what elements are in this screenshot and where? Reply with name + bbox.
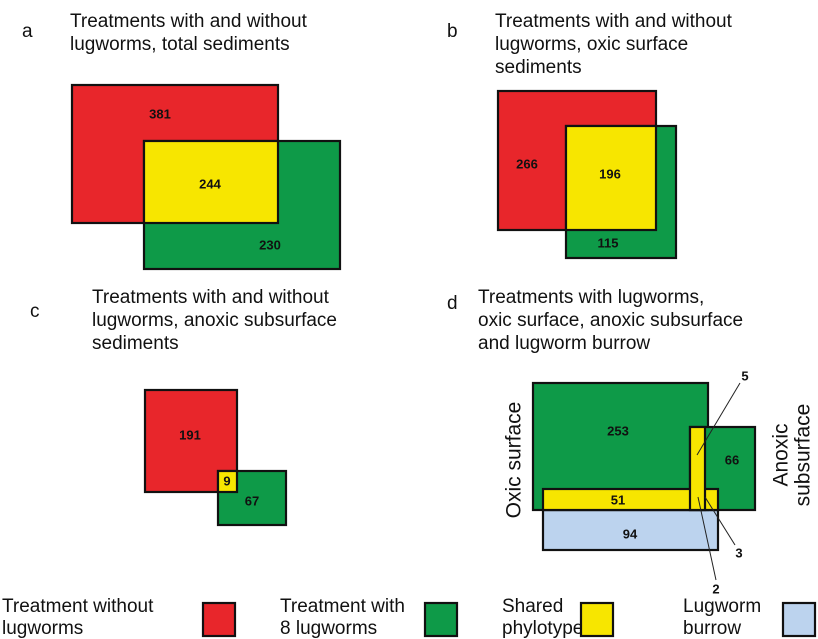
legend-swatch xyxy=(423,601,459,638)
count: 266 xyxy=(516,156,538,171)
legend-label: Shared xyxy=(502,596,563,617)
side-label: Anoxic xyxy=(770,423,793,486)
panel-title: Treatments with lugworms, xyxy=(478,287,704,308)
panel-letter: a xyxy=(22,21,33,42)
count: 51 xyxy=(611,492,625,507)
panel-title: lugworms, anoxic subsurface xyxy=(92,310,337,331)
count: 244 xyxy=(199,176,221,191)
legend-swatch xyxy=(781,601,817,638)
count: 381 xyxy=(149,106,171,121)
count: 66 xyxy=(725,452,739,467)
panel-title: oxic surface, anoxic subsurface xyxy=(478,310,743,331)
legend-label: burrow xyxy=(683,618,741,639)
panel-title: sediments xyxy=(92,333,179,354)
panel-title: Treatments with and without xyxy=(92,287,330,308)
shared-oxic-burrow xyxy=(541,487,720,512)
panel-title: Treatments with and without xyxy=(495,11,733,32)
count: 196 xyxy=(599,166,621,181)
legend-label: Treatment with xyxy=(280,596,405,617)
panel-title: Treatments with and without xyxy=(70,11,308,32)
legend-label: 8 lugworms xyxy=(280,618,377,639)
panel-letter: d xyxy=(447,293,458,314)
panel-title: lugworms, oxic surface xyxy=(495,34,688,55)
legend-label: phylotypes xyxy=(502,618,593,639)
leader-line xyxy=(696,382,741,456)
panel-letter: c xyxy=(30,301,40,322)
panel-letter: b xyxy=(447,21,458,42)
side-label: Oxic surface xyxy=(503,402,526,519)
count: 5 xyxy=(741,368,748,383)
count: 191 xyxy=(179,427,201,442)
count: 9 xyxy=(223,473,230,488)
count: 115 xyxy=(598,235,619,250)
count: 2 xyxy=(712,581,719,596)
count: 230 xyxy=(259,237,281,252)
shared-region xyxy=(216,469,239,494)
panel-title: sediments xyxy=(495,57,582,78)
legend-swatch xyxy=(201,601,237,638)
count: 67 xyxy=(245,493,259,508)
panel-title: lugworms, total sediments xyxy=(70,34,290,55)
legend-label: lugworms xyxy=(2,618,83,639)
count: 94 xyxy=(623,526,638,541)
legend-label: Treatment without xyxy=(2,596,154,617)
shared-region xyxy=(142,139,280,225)
count: 3 xyxy=(735,545,742,560)
shared-oxic-anoxic xyxy=(688,425,707,512)
legend-swatch xyxy=(579,601,615,638)
legend-label: Lugworm xyxy=(683,596,761,617)
panel-title: and lugworm burrow xyxy=(478,333,650,354)
leader-line xyxy=(697,496,717,581)
shared-region xyxy=(564,124,658,232)
burrow-region xyxy=(541,508,720,552)
count: 253 xyxy=(607,423,629,438)
side-label: subsurface xyxy=(792,404,815,507)
leader-line xyxy=(704,496,736,546)
